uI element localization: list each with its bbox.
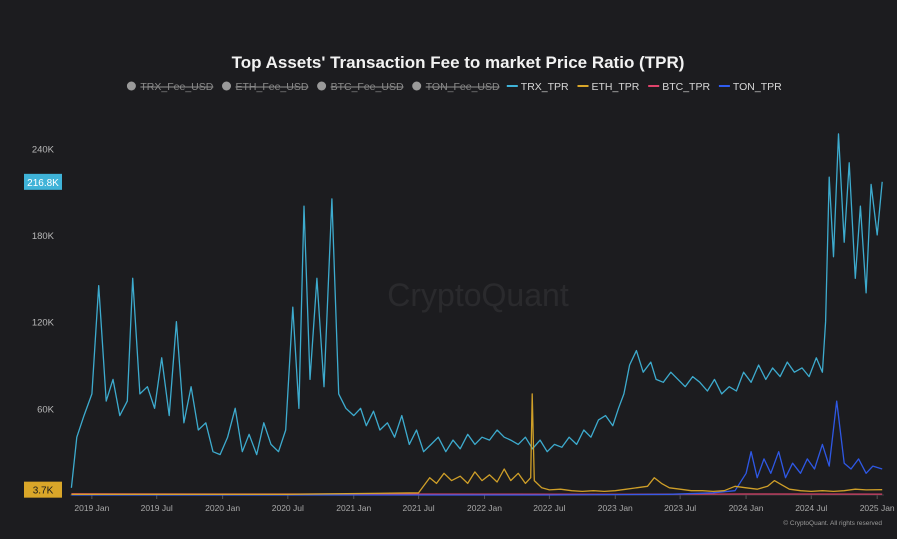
- legend-label: BTC_Fee_USD: [331, 81, 404, 93]
- y-tick-label: 120K: [32, 318, 55, 329]
- legend-dot-icon: [126, 81, 136, 91]
- x-tick-label: 2023 Jul: [664, 503, 696, 513]
- x-tick-label: 2020 Jan: [205, 503, 240, 513]
- legend-item-trx-tpr[interactable]: TRX_TPR: [506, 81, 569, 93]
- series-line-trx-tpr[interactable]: [70, 133, 883, 488]
- legend-item-ton-fee-usd[interactable]: TON_Fee_USD: [412, 81, 500, 93]
- x-tick-label: 2023 Jan: [598, 503, 633, 513]
- legend-label: ETH_TPR: [592, 81, 640, 93]
- legend-item-ton-tpr[interactable]: TON_TPR: [718, 81, 782, 93]
- legend-label: TON_Fee_USD: [426, 81, 500, 93]
- legend-label: TRX_Fee_USD: [140, 81, 213, 93]
- value-badge: 3.7K: [24, 481, 62, 498]
- x-tick-label: 2021 Jan: [336, 503, 371, 513]
- plot-area[interactable]: [70, 133, 883, 496]
- copyright-credit: © CryptoQuant. All rights reserved: [783, 519, 882, 527]
- legend-item-btc-fee-usd[interactable]: BTC_Fee_USD: [317, 81, 404, 93]
- legend-label: ETH_Fee_USD: [236, 81, 309, 93]
- legend-label: TON_TPR: [733, 81, 782, 93]
- x-tick-label: 2019 Jan: [74, 503, 109, 513]
- x-tick-label: 2024 Jul: [795, 503, 827, 513]
- x-tick-label: 2021 Jul: [403, 503, 435, 513]
- series-line-ton-tpr[interactable]: [71, 400, 883, 496]
- legend-dot-icon: [412, 81, 422, 91]
- x-tick-label: 2024 Jan: [729, 503, 764, 513]
- badge-background: [24, 481, 62, 498]
- x-tick-label: 2022 Jul: [533, 503, 565, 513]
- value-badge: 216.8K: [24, 173, 62, 190]
- series-line-eth-tpr[interactable]: [71, 393, 883, 495]
- y-tick-label: 180K: [32, 231, 55, 242]
- legend-item-btc-tpr[interactable]: BTC_TPR: [648, 81, 710, 93]
- legend[interactable]: TRX_Fee_USD ETH_Fee_USD BTC_Fee_USD TON_Fee…: [126, 81, 782, 93]
- y-tick-label: 60K: [37, 404, 55, 415]
- value-badges: 216.8K 3.7K: [24, 173, 62, 498]
- x-tick-label: 2020 Jul: [272, 503, 304, 513]
- x-tick-label: 2025 Jan: [860, 503, 895, 513]
- legend-dot-icon: [222, 81, 231, 91]
- legend-item-eth-tpr[interactable]: ETH_TPR: [577, 81, 640, 93]
- badge-label: 216.8K: [27, 178, 59, 189]
- badge-label: 3.7K: [33, 486, 54, 497]
- legend-label: BTC_TPR: [662, 81, 710, 93]
- chart-title: Top Assets' Transaction Fee to market Pr…: [232, 53, 685, 72]
- legend-item-trx-fee-usd[interactable]: TRX_Fee_USD: [126, 81, 214, 93]
- legend-label: TRX_TPR: [521, 81, 569, 93]
- y-axis: 240K 180K 120K 60K: [32, 144, 55, 415]
- legend-item-eth-fee-usd[interactable]: ETH_Fee_USD: [222, 81, 309, 93]
- badge-background: [24, 173, 62, 190]
- y-tick-label: 240K: [32, 144, 55, 155]
- x-tick-label: 2022 Jan: [467, 503, 502, 513]
- watermark: CryptoQuant: [387, 277, 569, 313]
- legend-dot-icon: [317, 81, 327, 91]
- x-tick-label: 2019 Jul: [141, 503, 173, 513]
